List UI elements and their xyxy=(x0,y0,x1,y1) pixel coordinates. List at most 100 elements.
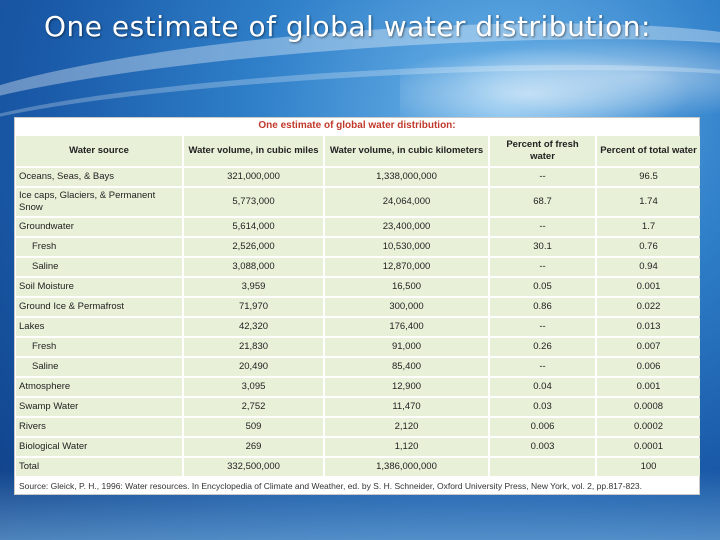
percent-fresh-cell: 0.003 xyxy=(490,438,595,456)
water-source-cell: Oceans, Seas, & Bays xyxy=(16,168,182,186)
water-source-cell: Soil Moisture xyxy=(16,278,182,296)
cubic-kilometers-cell: 85,400 xyxy=(325,358,488,376)
background-clouds xyxy=(400,40,720,130)
water-distribution-table: Water source Water volume, in cubic mile… xyxy=(14,134,702,478)
cubic-kilometers-cell: 11,470 xyxy=(325,398,488,416)
cubic-kilometers-cell: 300,000 xyxy=(325,298,488,316)
water-source-cell: Biological Water xyxy=(16,438,182,456)
table-row: Oceans, Seas, & Bays 321,000,000 1,338,000… xyxy=(16,168,700,186)
percent-total-cell: 0.013 xyxy=(597,318,700,336)
cubic-miles-cell: 5,773,000 xyxy=(184,188,323,216)
cubic-miles-cell: 2,526,000 xyxy=(184,238,323,256)
table-title: One estimate of global water distributio… xyxy=(258,120,456,131)
table-row: Ice caps, Glaciers, & Permanent Snow 5,77… xyxy=(16,188,700,216)
cubic-kilometers-cell: 10,530,000 xyxy=(325,238,488,256)
cubic-kilometers-cell: 176,400 xyxy=(325,318,488,336)
water-source-cell: Ice caps, Glaciers, & Permanent Snow xyxy=(16,188,182,216)
percent-total-cell: 1.7 xyxy=(597,218,700,236)
table-row: Groundwater 5,614,000 23,400,000 -- 1.7 xyxy=(16,218,700,236)
percent-total-cell: 0.006 xyxy=(597,358,700,376)
water-source-cell: Saline xyxy=(16,358,182,376)
percent-fresh-cell: 0.86 xyxy=(490,298,595,316)
percent-fresh-cell: 0.006 xyxy=(490,418,595,436)
water-source-cell: Total xyxy=(16,458,182,476)
percent-fresh-cell: 0.04 xyxy=(490,378,595,396)
cubic-miles-cell: 3,095 xyxy=(184,378,323,396)
percent-total-cell: 100 xyxy=(597,458,700,476)
table-header-row: Water source Water volume, in cubic mile… xyxy=(16,136,700,166)
percent-total-cell: 0.94 xyxy=(597,258,700,276)
percent-total-cell: 0.0008 xyxy=(597,398,700,416)
percent-total-cell: 0.0001 xyxy=(597,438,700,456)
header-percent-total-water: Percent of total water xyxy=(597,136,700,166)
table-row: Total 332,500,000 1,386,000,000 100 xyxy=(16,458,700,476)
slide-title: One estimate of global water distributio… xyxy=(44,10,651,43)
percent-fresh-cell: 0.03 xyxy=(490,398,595,416)
cubic-kilometers-cell: 2,120 xyxy=(325,418,488,436)
percent-total-cell: 0.007 xyxy=(597,338,700,356)
percent-fresh-cell: -- xyxy=(490,358,595,376)
cubic-kilometers-cell: 1,338,000,000 xyxy=(325,168,488,186)
water-source-cell: Saline xyxy=(16,258,182,276)
table-row: Ground Ice & Permafrost 71,970 300,000 0.86… xyxy=(16,298,700,316)
percent-total-cell: 0.001 xyxy=(597,378,700,396)
percent-fresh-cell xyxy=(490,458,595,476)
cubic-kilometers-cell: 16,500 xyxy=(325,278,488,296)
cubic-kilometers-cell: 1,386,000,000 xyxy=(325,458,488,476)
percent-fresh-cell: 30.1 xyxy=(490,238,595,256)
water-source-cell: Fresh xyxy=(16,338,182,356)
table-body: Oceans, Seas, & Bays 321,000,000 1,338,000… xyxy=(16,168,700,476)
cubic-miles-cell: 509 xyxy=(184,418,323,436)
cubic-kilometers-cell: 12,900 xyxy=(325,378,488,396)
cubic-kilometers-cell: 91,000 xyxy=(325,338,488,356)
water-source-cell: Rivers xyxy=(16,418,182,436)
table-panel: One estimate of global water distributio… xyxy=(14,117,700,495)
cubic-kilometers-cell: 23,400,000 xyxy=(325,218,488,236)
cubic-miles-cell: 71,970 xyxy=(184,298,323,316)
percent-fresh-cell: -- xyxy=(490,218,595,236)
percent-fresh-cell: -- xyxy=(490,258,595,276)
header-water-source: Water source xyxy=(16,136,182,166)
table-row: Fresh 21,830 91,000 0.26 0.007 xyxy=(16,338,700,356)
cubic-kilometers-cell: 12,870,000 xyxy=(325,258,488,276)
percent-total-cell: 0.76 xyxy=(597,238,700,256)
cubic-miles-cell: 2,752 xyxy=(184,398,323,416)
percent-total-cell: 1.74 xyxy=(597,188,700,216)
source-citation: Source: Gleick, P. H., 1996: Water resou… xyxy=(19,481,643,491)
table-row: Saline 3,088,000 12,870,000 -- 0.94 xyxy=(16,258,700,276)
percent-fresh-cell: -- xyxy=(490,168,595,186)
table-row: Lakes 42,320 176,400 -- 0.013 xyxy=(16,318,700,336)
header-volume-cubic-miles: Water volume, in cubic miles xyxy=(184,136,323,166)
cubic-miles-cell: 332,500,000 xyxy=(184,458,323,476)
percent-fresh-cell: 0.26 xyxy=(490,338,595,356)
percent-fresh-cell: 68.7 xyxy=(490,188,595,216)
table-row: Swamp Water 2,752 11,470 0.03 0.0008 xyxy=(16,398,700,416)
cubic-miles-cell: 3,959 xyxy=(184,278,323,296)
water-source-cell: Atmosphere xyxy=(16,378,182,396)
header-volume-cubic-kilometers: Water volume, in cubic kilometers xyxy=(325,136,488,166)
water-source-cell: Groundwater xyxy=(16,218,182,236)
table-row: Fresh 2,526,000 10,530,000 30.1 0.76 xyxy=(16,238,700,256)
table-row: Saline 20,490 85,400 -- 0.006 xyxy=(16,358,700,376)
cubic-miles-cell: 42,320 xyxy=(184,318,323,336)
cubic-kilometers-cell: 24,064,000 xyxy=(325,188,488,216)
percent-total-cell: 0.0002 xyxy=(597,418,700,436)
cubic-miles-cell: 321,000,000 xyxy=(184,168,323,186)
table-row: Atmosphere 3,095 12,900 0.04 0.001 xyxy=(16,378,700,396)
table-row: Soil Moisture 3,959 16,500 0.05 0.001 xyxy=(16,278,700,296)
water-source-cell: Lakes xyxy=(16,318,182,336)
header-percent-fresh-water: Percent of fresh water xyxy=(490,136,595,166)
percent-total-cell: 0.022 xyxy=(597,298,700,316)
water-source-cell: Ground Ice & Permafrost xyxy=(16,298,182,316)
cubic-kilometers-cell: 1,120 xyxy=(325,438,488,456)
cubic-miles-cell: 5,614,000 xyxy=(184,218,323,236)
cubic-miles-cell: 269 xyxy=(184,438,323,456)
cubic-miles-cell: 21,830 xyxy=(184,338,323,356)
percent-fresh-cell: -- xyxy=(490,318,595,336)
cubic-miles-cell: 3,088,000 xyxy=(184,258,323,276)
table-row: Biological Water 269 1,120 0.003 0.0001 xyxy=(16,438,700,456)
water-source-cell: Fresh xyxy=(16,238,182,256)
percent-total-cell: 96.5 xyxy=(597,168,700,186)
percent-fresh-cell: 0.05 xyxy=(490,278,595,296)
percent-total-cell: 0.001 xyxy=(597,278,700,296)
